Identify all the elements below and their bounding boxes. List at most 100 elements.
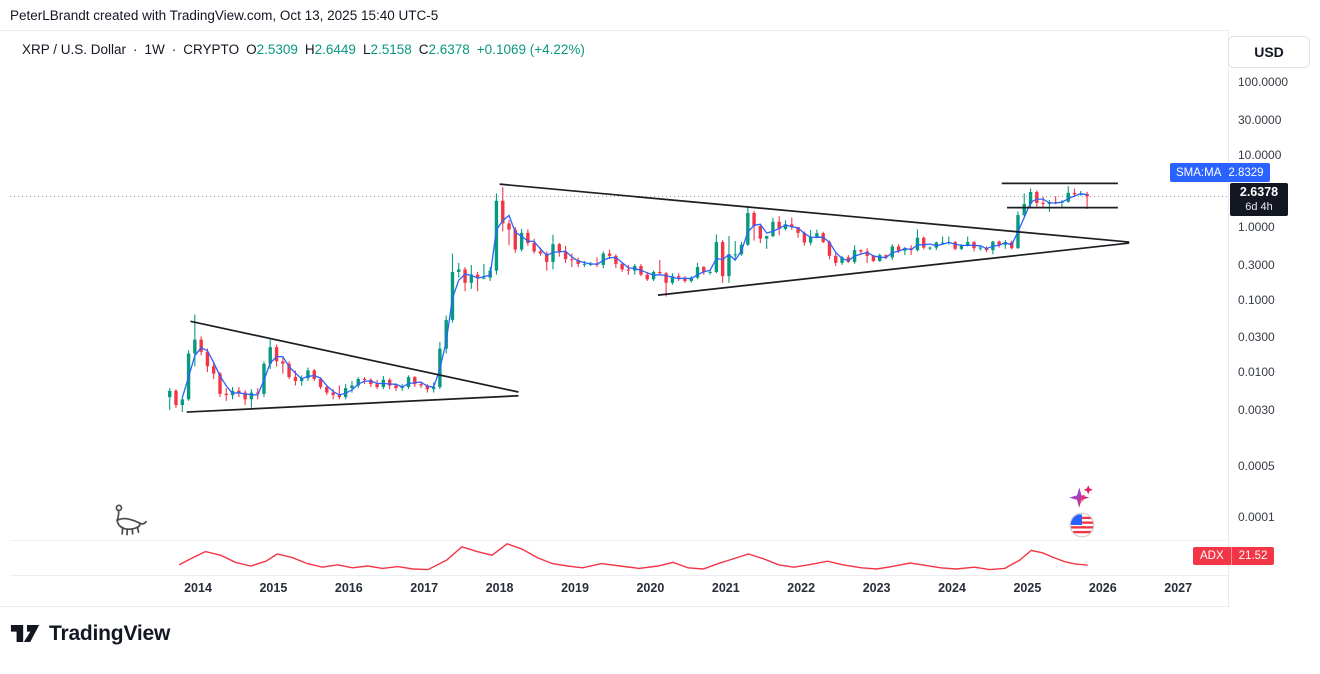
- legend-open: O 2.5309: [246, 42, 298, 57]
- candle: [777, 216, 781, 236]
- candle: [1028, 188, 1033, 209]
- candle: [444, 315, 448, 354]
- chart-canvas[interactable]: [10, 30, 1228, 576]
- trendline-wedge-lower[interactable]: [186, 394, 519, 413]
- tradingview-logo[interactable]: TradingView: [10, 621, 170, 646]
- candle: [287, 361, 291, 380]
- candle: [965, 236, 970, 247]
- candle: [249, 389, 254, 408]
- last-price-badge: 2.6378 6d 4h: [1230, 183, 1288, 216]
- adx-badge-value: 21.52: [1230, 547, 1275, 565]
- trendline-wedge-upper[interactable]: [190, 320, 519, 393]
- legend-symbol: XRP / U.S. Dollar: [22, 42, 127, 57]
- year-label: 2014: [184, 581, 212, 595]
- candle: [519, 228, 524, 252]
- adx-badge-label: ADX: [1200, 550, 1224, 562]
- adx-line: [178, 543, 1088, 571]
- candle: [720, 240, 725, 283]
- candle: [764, 235, 769, 249]
- trendline-triangle-upper[interactable]: [499, 183, 1130, 243]
- candle: [695, 262, 700, 280]
- candle: [450, 253, 455, 323]
- candle: [406, 375, 411, 390]
- candle: [557, 243, 562, 257]
- candle: [727, 236, 731, 283]
- candle: [563, 245, 568, 263]
- year-label: 2024: [938, 581, 966, 595]
- candle: [174, 389, 178, 408]
- candle: [199, 336, 203, 356]
- candle: [457, 262, 461, 278]
- brand-text: TradingView: [49, 621, 171, 645]
- header-divider: [0, 30, 1320, 31]
- candle: [1003, 240, 1008, 249]
- year-label: 2027: [1164, 581, 1193, 595]
- candle: [381, 376, 386, 390]
- candle: [501, 187, 505, 232]
- year-label: 2026: [1088, 581, 1117, 595]
- chart-bottom-divider: [0, 606, 1320, 607]
- legend-low: L 2.5158: [362, 42, 412, 57]
- candle: [733, 241, 737, 261]
- us-flag-icon[interactable]: [1069, 512, 1095, 538]
- sma-badge-value: 2.8329: [1228, 166, 1264, 179]
- currency-button[interactable]: USD: [1228, 36, 1310, 68]
- candle: [362, 377, 367, 385]
- candle: [997, 240, 1001, 248]
- tradingview-mark-icon: [10, 625, 40, 642]
- candle: [356, 377, 360, 389]
- candle: [180, 397, 185, 413]
- price-axis-label: 0.0100: [1238, 365, 1275, 379]
- price-axis[interactable]: [1228, 30, 1320, 607]
- candle: [274, 344, 279, 367]
- adx-value-badge: ADX 21.52: [1193, 547, 1275, 565]
- year-label: 2016: [334, 581, 363, 595]
- candle: [243, 390, 247, 406]
- candle: [375, 379, 379, 390]
- candle: [865, 248, 869, 263]
- legend: XRP / U.S. Dollar · 1W · CRYPTO O 2.5309 …: [22, 42, 585, 57]
- candle: [419, 382, 423, 389]
- year-label: 2023: [862, 581, 891, 595]
- attribution-text: PeterLBrandt created with TradingView.co…: [10, 8, 439, 23]
- candle: [413, 376, 417, 388]
- price-axis-label: 0.0001: [1238, 510, 1275, 524]
- candle: [1041, 196, 1045, 207]
- time-axis-divider: [10, 575, 1228, 576]
- candle: [746, 205, 750, 246]
- legend-separator: ·: [171, 42, 177, 57]
- candle: [658, 260, 662, 275]
- candle: [940, 236, 945, 245]
- legend-exchange: CRYPTO: [183, 42, 240, 57]
- price-axis-label: 30.0000: [1238, 112, 1282, 127]
- candle: [915, 229, 920, 252]
- year-label: 2025: [1013, 581, 1042, 595]
- price-axis-label: 10.0000: [1238, 147, 1282, 162]
- price-axis-label: 0.1000: [1238, 292, 1275, 307]
- year-label: 2020: [636, 581, 665, 595]
- dinosaur-doodle-icon: [115, 504, 147, 536]
- candle: [689, 276, 693, 283]
- candle: [928, 246, 932, 251]
- candle: [463, 267, 467, 292]
- trendline-triangle-lower[interactable]: [657, 242, 1130, 296]
- candle: [475, 271, 480, 292]
- candle: [953, 241, 957, 251]
- candle: [1066, 186, 1070, 203]
- candle: [626, 264, 631, 275]
- pane-divider: [10, 540, 1228, 541]
- candle: [312, 368, 316, 382]
- candle: [337, 385, 342, 400]
- candle: [1022, 193, 1026, 217]
- candle: [796, 227, 800, 238]
- candle: [683, 276, 687, 283]
- candle-series: [168, 186, 1089, 413]
- candle: [343, 384, 348, 400]
- sma-badge-label: SMA:MA: [1176, 166, 1222, 179]
- legend-change: +0.1069 (+4.22%): [476, 42, 585, 57]
- year-label: 2019: [561, 581, 589, 595]
- legend-high: H 2.6449: [304, 42, 356, 57]
- bar-countdown: 6d 4h: [1245, 201, 1273, 213]
- ai-sparkles-icon[interactable]: [1068, 483, 1095, 510]
